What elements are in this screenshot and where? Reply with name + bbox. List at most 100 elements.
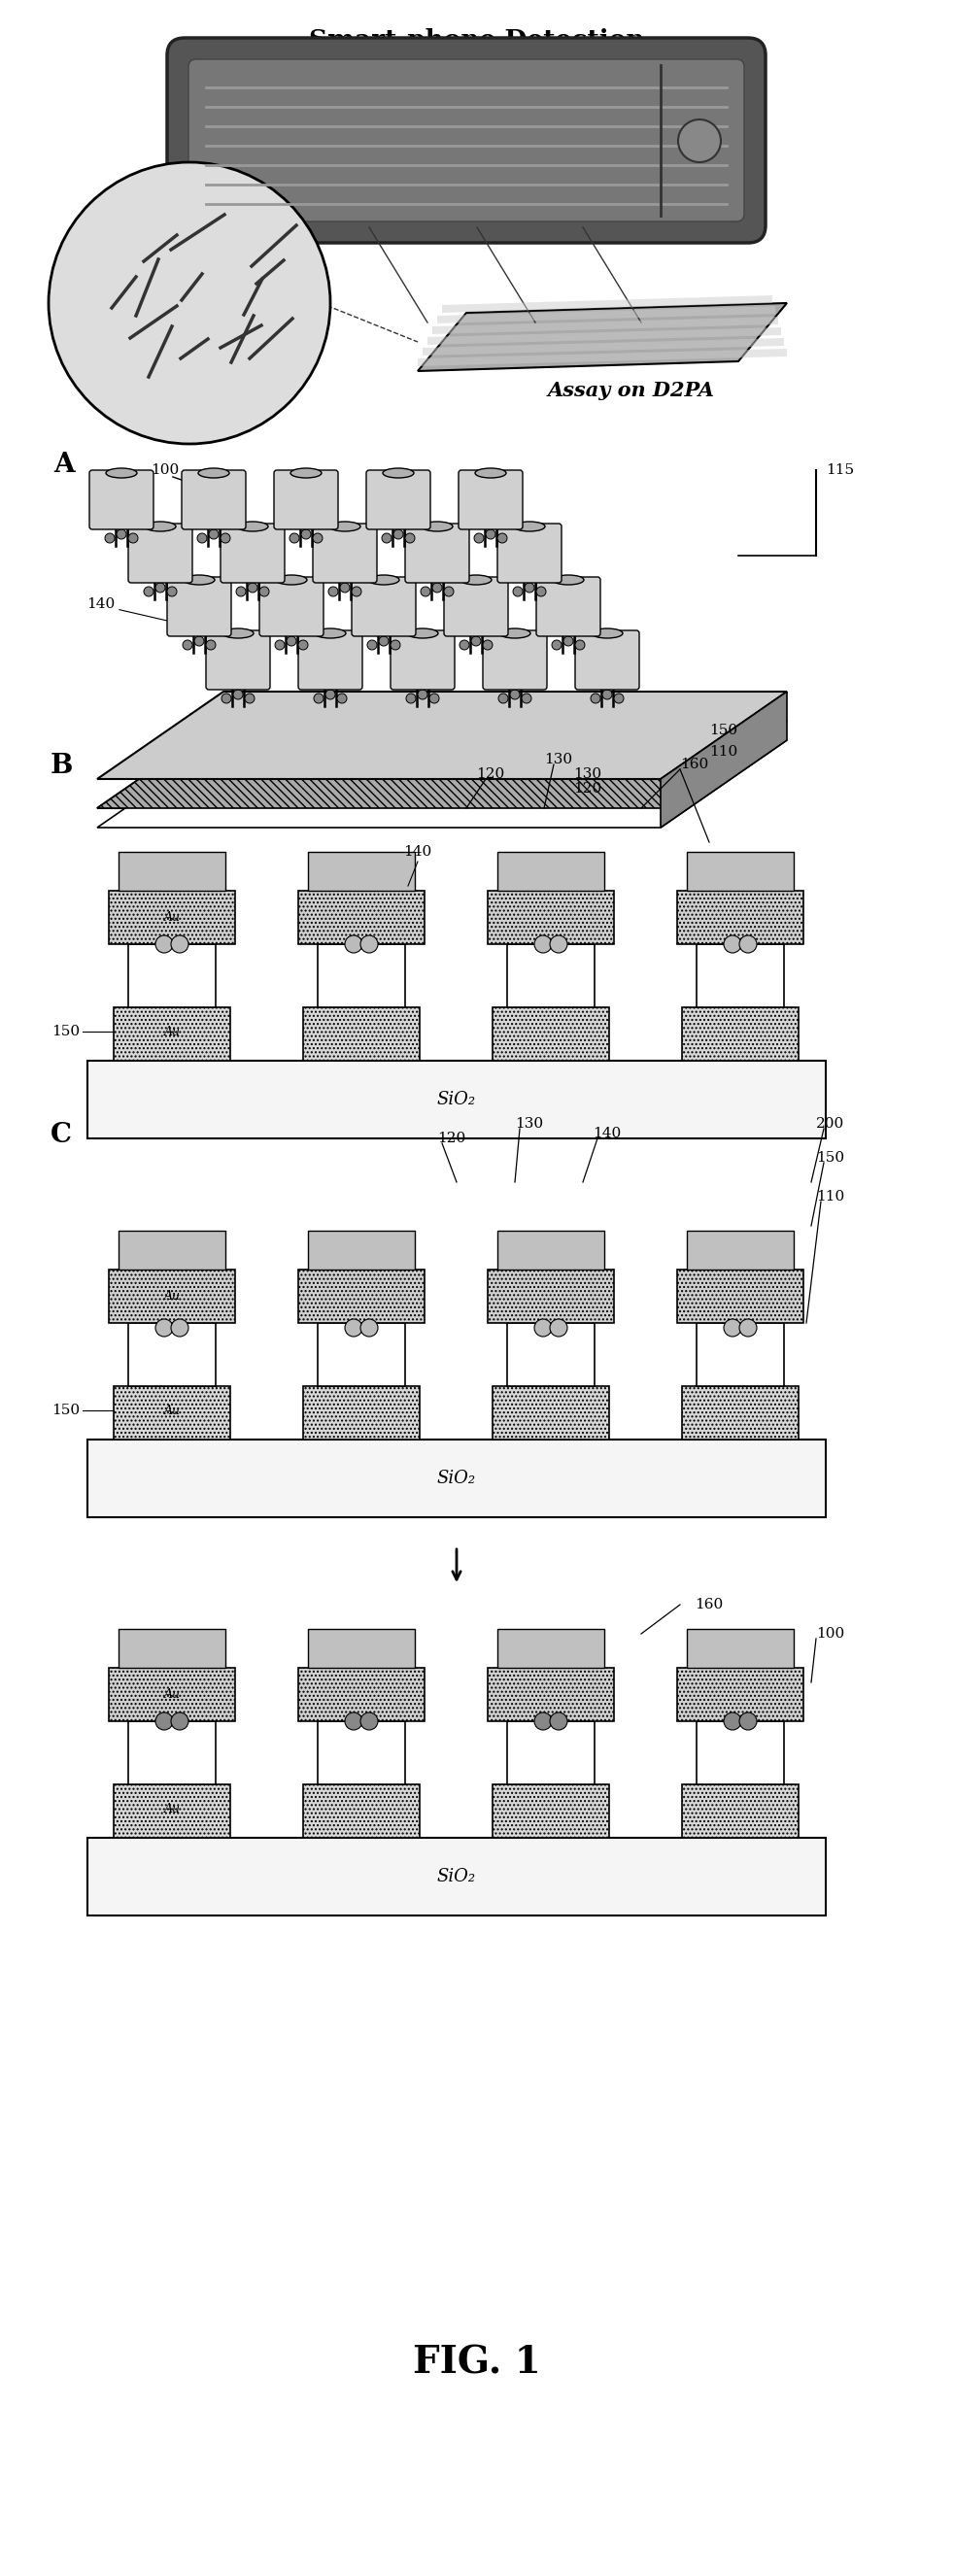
Ellipse shape [237, 520, 268, 531]
Bar [118, 1628, 225, 1667]
Circle shape [248, 582, 258, 592]
Circle shape [206, 639, 216, 649]
Circle shape [536, 587, 546, 598]
Circle shape [614, 693, 624, 703]
Bar [114, 1386, 230, 1440]
Text: Au: Au [164, 1025, 180, 1038]
Ellipse shape [183, 574, 215, 585]
Circle shape [361, 935, 378, 953]
FancyBboxPatch shape [575, 631, 639, 690]
Bar [687, 1231, 794, 1270]
Circle shape [522, 693, 531, 703]
Bar [497, 1628, 604, 1667]
Ellipse shape [222, 629, 254, 639]
Circle shape [313, 533, 322, 544]
Text: 130: 130 [515, 1118, 543, 1131]
Bar [128, 1324, 216, 1386]
Text: 160: 160 [695, 1597, 723, 1613]
Polygon shape [437, 307, 776, 325]
Circle shape [171, 1319, 189, 1337]
Circle shape [498, 693, 508, 703]
Text: C: C [51, 1123, 72, 1149]
Ellipse shape [591, 629, 623, 639]
Text: 130: 130 [544, 752, 572, 768]
Circle shape [486, 531, 495, 538]
Circle shape [602, 690, 612, 698]
Polygon shape [442, 296, 773, 312]
Circle shape [534, 1713, 551, 1731]
Circle shape [275, 639, 284, 649]
Text: 150: 150 [816, 1151, 844, 1164]
Text: 120: 120 [476, 768, 505, 781]
Circle shape [182, 639, 193, 649]
Bar [696, 1721, 784, 1785]
Circle shape [345, 935, 363, 953]
Bar [299, 891, 425, 945]
Bar [128, 1721, 216, 1785]
Text: Assay on D2PA: Assay on D2PA [548, 381, 715, 399]
Polygon shape [660, 690, 787, 827]
Circle shape [156, 1713, 173, 1731]
Circle shape [156, 935, 173, 953]
Bar [114, 1007, 230, 1061]
Text: 120: 120 [573, 783, 602, 796]
Bar [88, 1061, 826, 1139]
Bar [677, 1667, 803, 1721]
Bar [308, 1231, 415, 1270]
Bar [299, 1270, 425, 1324]
Text: 150: 150 [52, 1025, 80, 1038]
Text: Au: Au [164, 1687, 180, 1700]
Polygon shape [418, 348, 787, 366]
Circle shape [49, 162, 330, 443]
Bar [318, 1721, 405, 1785]
Bar [318, 1324, 405, 1386]
Ellipse shape [145, 520, 176, 531]
Circle shape [550, 1713, 568, 1731]
Bar [497, 1231, 604, 1270]
Bar [308, 1628, 415, 1667]
Circle shape [171, 1713, 189, 1731]
Circle shape [724, 935, 741, 953]
Text: 140: 140 [86, 598, 114, 611]
Bar [682, 1007, 798, 1061]
Ellipse shape [329, 520, 361, 531]
Circle shape [301, 531, 311, 538]
Text: 120: 120 [437, 1131, 466, 1146]
Circle shape [739, 1713, 757, 1731]
FancyBboxPatch shape [220, 523, 284, 582]
Circle shape [337, 693, 347, 703]
Circle shape [220, 533, 230, 544]
Ellipse shape [106, 469, 137, 479]
Circle shape [564, 636, 573, 647]
Circle shape [345, 1713, 363, 1731]
Bar [687, 1628, 794, 1667]
Bar [109, 1270, 235, 1324]
Circle shape [340, 582, 350, 592]
Bar [682, 1386, 798, 1440]
Ellipse shape [461, 574, 491, 585]
Bar [487, 1270, 614, 1324]
Bar [492, 1785, 609, 1837]
FancyBboxPatch shape [128, 523, 193, 582]
Ellipse shape [499, 629, 530, 639]
Text: Au: Au [164, 1404, 180, 1417]
FancyBboxPatch shape [536, 577, 600, 636]
Bar [109, 1667, 235, 1721]
Bar [303, 1785, 420, 1837]
Bar [687, 853, 794, 891]
Circle shape [233, 690, 243, 698]
Circle shape [314, 693, 323, 703]
FancyBboxPatch shape [274, 471, 338, 531]
Ellipse shape [290, 469, 321, 479]
Text: 110: 110 [709, 744, 737, 757]
Polygon shape [97, 690, 787, 778]
Circle shape [474, 533, 484, 544]
Circle shape [105, 533, 114, 544]
Circle shape [497, 533, 508, 544]
FancyBboxPatch shape [167, 577, 231, 636]
Circle shape [739, 1319, 757, 1337]
FancyBboxPatch shape [366, 471, 430, 531]
Circle shape [156, 1319, 173, 1337]
Text: 140: 140 [404, 845, 432, 858]
Circle shape [406, 693, 416, 703]
